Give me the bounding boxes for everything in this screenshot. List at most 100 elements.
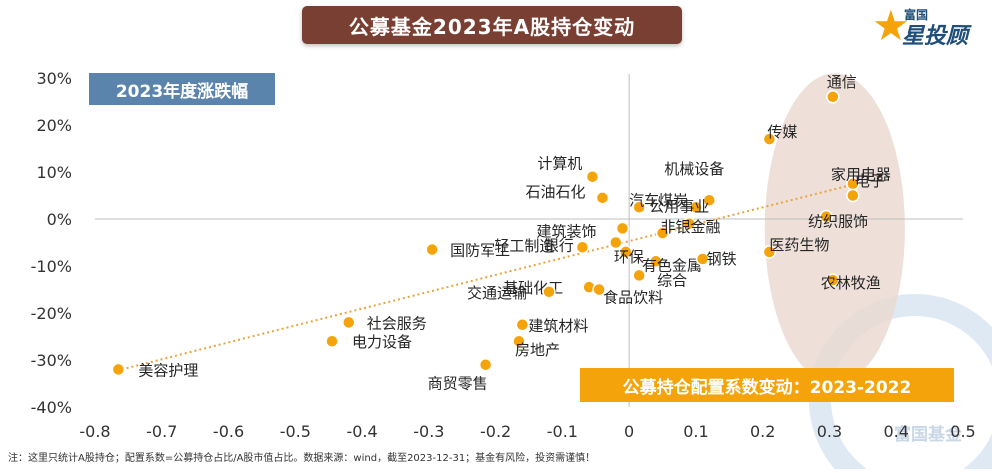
data-point: 环保 bbox=[614, 245, 644, 266]
point-label: 社会服务 bbox=[367, 314, 427, 332]
point-marker bbox=[819, 209, 833, 224]
y-tick-label: 20% bbox=[36, 116, 72, 135]
point-label: 机械设备 bbox=[664, 160, 724, 178]
point-marker bbox=[542, 285, 556, 299]
point-marker bbox=[575, 240, 590, 254]
data-point: 机械设备 bbox=[664, 160, 724, 207]
point-label: 汽车 bbox=[629, 191, 659, 209]
point-marker bbox=[826, 273, 840, 287]
point-marker bbox=[585, 169, 600, 184]
data-point: 电子 bbox=[846, 172, 885, 191]
y-tick-label: -10% bbox=[31, 257, 72, 276]
x-axis-label: 公募持仓配置系数变动：2023-2022 bbox=[580, 368, 954, 402]
point-label: 煤炭 bbox=[658, 191, 688, 209]
point-marker bbox=[689, 200, 703, 214]
point-label: 交通运输 bbox=[467, 284, 527, 302]
point-label: 家用电器 bbox=[831, 166, 891, 184]
x-tick-label: -0.3 bbox=[413, 422, 444, 441]
data-point: 计算机 bbox=[537, 155, 600, 184]
y-tick-label: 30% bbox=[36, 69, 72, 88]
data-point: 电力设备 bbox=[325, 333, 412, 351]
point-marker bbox=[702, 193, 717, 207]
point-label: 商贸零售 bbox=[428, 375, 488, 393]
point-marker bbox=[762, 245, 777, 259]
point-label: 钢铁 bbox=[707, 250, 737, 268]
point-marker bbox=[762, 132, 777, 146]
star-icon: ★ bbox=[872, 1, 910, 50]
data-point: 医药生物 bbox=[762, 236, 829, 259]
x-tick-label: 0.3 bbox=[817, 422, 842, 441]
point-marker bbox=[425, 242, 439, 257]
point-marker bbox=[515, 318, 530, 332]
point-label: 环保 bbox=[614, 248, 644, 266]
point-marker bbox=[111, 362, 126, 377]
point-label: 有色金属 bbox=[642, 256, 702, 274]
data-point: 农林牧渔 bbox=[821, 273, 881, 292]
point-marker bbox=[826, 90, 840, 104]
point-marker bbox=[592, 282, 606, 297]
x-tick-label: -0.6 bbox=[213, 422, 244, 441]
point-marker bbox=[325, 334, 339, 348]
data-point: 房地产 bbox=[512, 334, 560, 359]
point-label: 建筑装饰 bbox=[536, 222, 596, 240]
footnote: 注：这里只统计A股持仓；配置系数=公募持仓占比/A股市值占比。数据来源：wind… bbox=[8, 453, 596, 464]
point-marker bbox=[478, 357, 493, 372]
point-label: 公用事业 bbox=[649, 198, 709, 216]
data-point: 纺织服饰 bbox=[808, 209, 868, 231]
point-marker bbox=[632, 268, 646, 283]
point-label: 美容护理 bbox=[138, 361, 198, 379]
point-marker bbox=[846, 188, 860, 203]
data-point: 综合 bbox=[632, 268, 687, 289]
point-marker bbox=[695, 252, 710, 266]
x-tick-label: 0.4 bbox=[884, 422, 909, 441]
chart-title: 公募基金2023年A股持仓变动 bbox=[302, 6, 682, 44]
y-axis-label: 2023年度涨跌幅 bbox=[89, 73, 275, 105]
brand-logo: ★ 富国 星投顾 bbox=[872, 4, 988, 52]
point-marker bbox=[341, 315, 356, 330]
y-tick-label: -40% bbox=[31, 398, 72, 417]
data-point: 国防军工 bbox=[425, 242, 510, 260]
tick-labels: -0.8 -0.7 -0.6 -0.5 -0.4 -0.3 -0.2 -0.1 0 0.1 0.2 0… bbox=[31, 69, 976, 441]
point-marker bbox=[649, 254, 663, 269]
point-marker bbox=[655, 226, 670, 240]
data-point: 钢铁 bbox=[695, 250, 737, 268]
x-tick-label: -0.7 bbox=[146, 422, 177, 441]
x-tick-label: -0.8 bbox=[79, 422, 110, 441]
y-tick-label: -30% bbox=[31, 351, 72, 370]
data-point: 非银金融 bbox=[655, 218, 721, 240]
point-marker bbox=[615, 221, 630, 236]
x-tick-label: -0.2 bbox=[480, 422, 511, 441]
brand-logo-small: 富国 bbox=[904, 8, 929, 22]
y-tick-label: 0% bbox=[47, 210, 72, 229]
data-point: 传媒 bbox=[762, 123, 797, 146]
point-label: 电力设备 bbox=[352, 333, 412, 351]
point-marker bbox=[619, 245, 633, 259]
watermark-text: 富国基金 bbox=[894, 424, 963, 445]
point-marker bbox=[512, 334, 526, 348]
point-label: 银行 bbox=[544, 237, 574, 255]
data-point: 轻工制造 bbox=[494, 237, 590, 255]
point-label: 石油石化 bbox=[525, 183, 585, 201]
data-point: 公用事业 bbox=[649, 198, 709, 231]
data-point: 食品饮料 bbox=[592, 282, 663, 307]
x-tick-label: 0.5 bbox=[950, 422, 975, 441]
point-marker bbox=[632, 200, 646, 214]
point-label: 纺织服饰 bbox=[808, 213, 868, 231]
data-point: 建筑材料 bbox=[515, 317, 588, 335]
trend-line bbox=[121, 182, 857, 371]
data-point: 建筑装饰 bbox=[536, 221, 630, 240]
data-point: 社会服务 bbox=[341, 314, 427, 332]
data-point: 有色金属 bbox=[642, 254, 702, 274]
data-point: 商贸零售 bbox=[428, 357, 493, 393]
point-label: 建筑材料 bbox=[528, 317, 588, 335]
y-tick-label: -20% bbox=[31, 304, 72, 323]
point-label: 通信 bbox=[827, 73, 857, 91]
x-tick-label: -0.1 bbox=[547, 422, 578, 441]
data-point: 家用电器 bbox=[831, 166, 891, 203]
point-label: 轻工制造 bbox=[494, 237, 554, 255]
point-label: 非银金融 bbox=[661, 218, 721, 236]
x-tick-label: -0.4 bbox=[346, 422, 377, 441]
